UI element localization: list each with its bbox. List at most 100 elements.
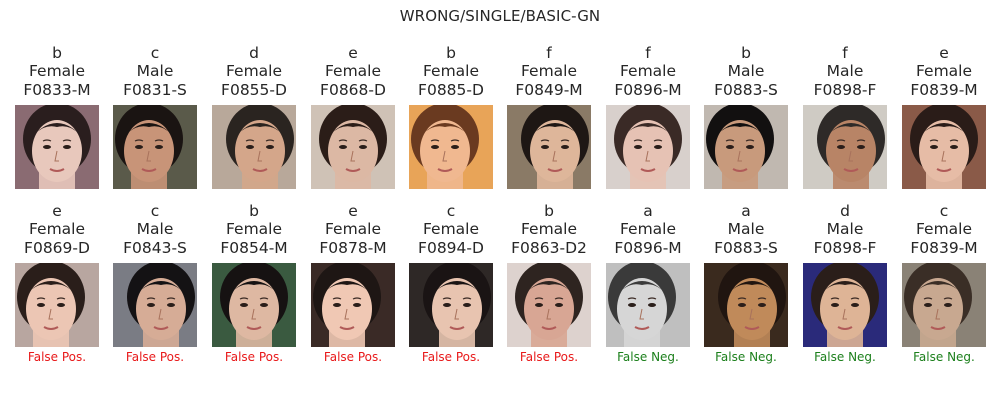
face-thumbnail xyxy=(409,105,493,189)
face-thumbnail xyxy=(803,105,887,189)
sample-class-label: b xyxy=(544,202,554,220)
sample-class-label: e xyxy=(348,44,358,62)
sample-id: F0855-D xyxy=(221,81,287,99)
row-1: b Female F0833-M c Male F0831-S d Female F0855-D… xyxy=(0,42,1000,222)
sample-class-label: c xyxy=(150,44,160,62)
sample-class-label: e xyxy=(348,202,358,220)
sample-class-label: e xyxy=(52,202,62,220)
sample-class-label: d xyxy=(249,44,259,62)
sample-id: F0863-D2 xyxy=(511,239,587,257)
face-sample: e Female F0878-M False Pos. xyxy=(311,200,395,380)
face-sample: e Female F0839-M xyxy=(902,42,986,222)
face-thumbnail xyxy=(311,105,395,189)
sample-class-label: c xyxy=(446,202,456,220)
face-sample: e Female F0869-D False Pos. xyxy=(15,200,99,380)
sample-gender: Female xyxy=(915,62,973,80)
face-sample: c Female F0894-D False Pos. xyxy=(409,200,493,380)
sample-gender: Female xyxy=(915,220,973,238)
sample-id: F0898-F xyxy=(813,239,877,257)
face-sample: f Female F0849-M xyxy=(507,42,591,222)
face-sample: d Male F0898-F False Neg. xyxy=(803,200,887,380)
face-sample: f Female F0896-M xyxy=(606,42,690,222)
face-thumbnail xyxy=(606,105,690,189)
face-thumbnail xyxy=(113,105,197,189)
sample-gender: Male xyxy=(826,220,864,238)
sample-class-label: e xyxy=(939,44,949,62)
face-sample: f Male F0898-F xyxy=(803,42,887,222)
face-sample: c Male F0843-S False Pos. xyxy=(113,200,197,380)
face-sample: a Male F0883-S False Neg. xyxy=(704,200,788,380)
face-sample: b Female F0854-M False Pos. xyxy=(212,200,296,380)
sample-class-label: f xyxy=(645,44,651,62)
sample-class-label: f xyxy=(842,44,848,62)
sample-id: F0839-M xyxy=(910,239,978,257)
sample-class-label: c xyxy=(939,202,949,220)
sample-gender: Male xyxy=(727,220,765,238)
sample-gender: Female xyxy=(520,62,578,80)
face-sample: c Female F0839-M False Neg. xyxy=(902,200,986,380)
sample-id: F0883-S xyxy=(714,239,778,257)
sample-id: F0849-M xyxy=(515,81,583,99)
sample-class-label: c xyxy=(150,202,160,220)
face-sample: b Male F0883-S xyxy=(704,42,788,222)
sample-class-label: b xyxy=(446,44,456,62)
error-type-label: False Neg. xyxy=(715,350,777,364)
sample-id: F0896-M xyxy=(614,81,682,99)
face-sample: d Female F0855-D xyxy=(212,42,296,222)
error-type-label: False Pos. xyxy=(27,350,87,364)
face-thumbnail xyxy=(902,263,986,347)
sample-id: F0869-D xyxy=(24,239,90,257)
error-type-label: False Pos. xyxy=(323,350,383,364)
sample-id: F0885-D xyxy=(418,81,484,99)
sample-id: F0854-M xyxy=(220,239,288,257)
face-thumbnail xyxy=(803,263,887,347)
sample-gender: Female xyxy=(619,220,677,238)
face-thumbnail xyxy=(212,263,296,347)
face-thumbnail xyxy=(113,263,197,347)
sample-class-label: b xyxy=(741,44,751,62)
error-type-label: False Pos. xyxy=(125,350,185,364)
sample-id: F0883-S xyxy=(714,81,778,99)
sample-class-label: a xyxy=(643,202,653,220)
sample-gender: Male xyxy=(136,220,174,238)
sample-id: F0896-M xyxy=(614,239,682,257)
sample-class-label: a xyxy=(741,202,751,220)
sample-id: F0839-M xyxy=(910,81,978,99)
sample-class-label: d xyxy=(840,202,850,220)
sample-gender: Female xyxy=(324,220,382,238)
sample-gender: Male xyxy=(136,62,174,80)
sample-id: F0898-F xyxy=(813,81,877,99)
sample-id: F0878-M xyxy=(319,239,387,257)
face-thumbnail xyxy=(311,263,395,347)
row-2: e Female F0869-D False Pos. c Male F0843-S Fals… xyxy=(0,200,1000,380)
sample-class-label: b xyxy=(52,44,62,62)
sample-class-label: b xyxy=(249,202,259,220)
face-thumbnail xyxy=(507,105,591,189)
face-thumbnail xyxy=(902,105,986,189)
face-thumbnail xyxy=(606,263,690,347)
sample-gender: Female xyxy=(28,220,86,238)
error-type-label: False Pos. xyxy=(421,350,481,364)
error-type-label: False Neg. xyxy=(913,350,975,364)
face-thumbnail xyxy=(507,263,591,347)
face-sample: c Male F0831-S xyxy=(113,42,197,222)
error-type-label: False Neg. xyxy=(814,350,876,364)
sample-gender: Female xyxy=(324,62,382,80)
sample-gender: Female xyxy=(422,220,480,238)
sample-id: F0868-D xyxy=(320,81,386,99)
sample-gender: Male xyxy=(727,62,765,80)
face-sample: b Female F0833-M xyxy=(15,42,99,222)
face-thumbnail xyxy=(409,263,493,347)
face-sample: b Female F0863-D2 False Pos. xyxy=(507,200,591,380)
face-sample: e Female F0868-D xyxy=(311,42,395,222)
face-thumbnail xyxy=(704,263,788,347)
sample-gender: Male xyxy=(826,62,864,80)
sample-gender: Female xyxy=(225,62,283,80)
face-thumbnail xyxy=(15,263,99,347)
sample-gender: Female xyxy=(520,220,578,238)
face-thumbnail xyxy=(15,105,99,189)
sample-id: F0843-S xyxy=(123,239,187,257)
error-type-label: False Neg. xyxy=(617,350,679,364)
sample-gender: Female xyxy=(28,62,86,80)
error-type-label: False Pos. xyxy=(224,350,284,364)
